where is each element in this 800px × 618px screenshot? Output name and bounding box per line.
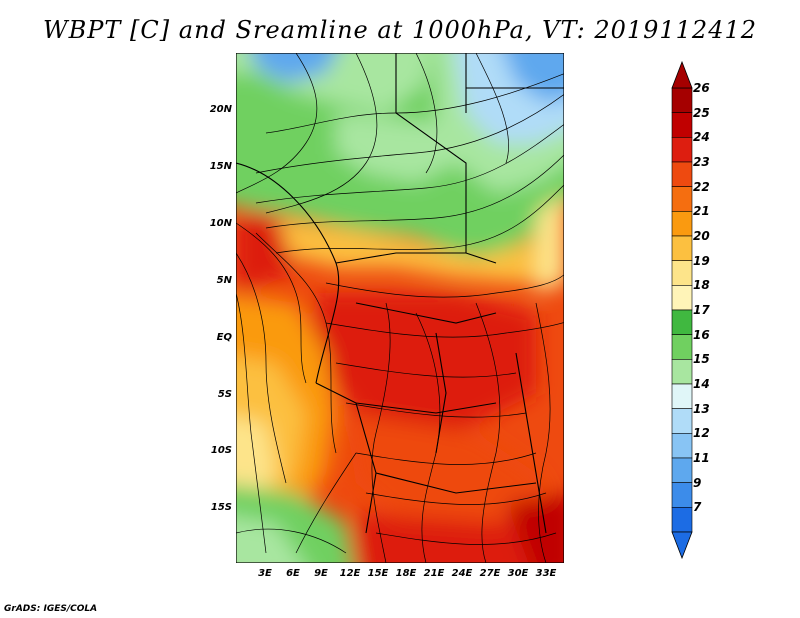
colorbar-label: 15	[693, 352, 710, 367]
lat-label: 5S	[217, 389, 232, 400]
colorbar-label: 24	[693, 130, 710, 145]
map-panel	[236, 53, 564, 563]
colorbar-cell	[671, 359, 693, 385]
lat-label: 10N	[209, 218, 232, 229]
map-svg	[236, 53, 564, 563]
colorbar-cell	[671, 408, 693, 434]
colorbar-cell	[671, 334, 693, 360]
lon-label: 12E	[339, 568, 361, 579]
lat-label: 15S	[210, 502, 232, 513]
colorbar-cell	[671, 161, 693, 187]
colorbar-cell	[671, 433, 693, 459]
colorbar-label: 7	[693, 500, 702, 515]
colorbar-label: 9	[693, 475, 702, 490]
colorbar-label: 20	[693, 229, 710, 243]
colorbar-cell	[671, 235, 693, 261]
colorbar-label: 13	[693, 401, 710, 416]
colorbar-label: 23	[693, 155, 710, 169]
colorbar-cell	[671, 457, 693, 483]
lon-label: 18E	[395, 568, 417, 579]
colorbar-cell	[671, 87, 693, 113]
lon-label: 3E	[258, 568, 272, 579]
colorbar-label: 26	[693, 81, 710, 95]
colorbar-label: 16	[693, 327, 710, 342]
colorbar-top-arrow	[671, 60, 693, 89]
colorbar-label: 19	[693, 253, 710, 268]
lon-label: 21E	[423, 568, 445, 579]
lon-label: 15E	[367, 568, 389, 579]
colorbar-label: 22	[693, 179, 710, 194]
colorbar-cell	[671, 137, 693, 163]
colorbar-label: 18	[693, 278, 710, 293]
colorbar-label: 12	[693, 426, 710, 441]
lat-label: 20N	[209, 104, 232, 115]
lon-label: 30E	[507, 568, 529, 579]
colorbar-cell	[671, 507, 693, 533]
country-boundaries	[236, 53, 564, 534]
colorbar-cell	[671, 260, 693, 286]
lat-label: 5N	[216, 275, 232, 286]
lon-label: 24E	[451, 568, 473, 579]
lon-label: 9E	[314, 568, 328, 579]
colorbar-bottom-arrow	[671, 531, 693, 560]
footer-credit: GrADS: IGES/COLA	[4, 604, 98, 614]
streamlines	[236, 53, 564, 563]
colorbar-label: 21	[693, 204, 710, 219]
colorbar-label: 25	[693, 105, 710, 120]
colorbar-cell	[671, 186, 693, 212]
colorbar-cell	[671, 482, 693, 508]
plot-title: WBPT [C] and Sreamline at 1000hPa, VT: 2…	[42, 16, 758, 44]
colorbar-label: 14	[693, 377, 710, 391]
lat-label: EQ	[216, 332, 232, 343]
colorbar-label: 17	[693, 303, 710, 317]
wbpt-shading	[236, 53, 564, 563]
colorbar	[671, 60, 693, 560]
colorbar-cell	[671, 309, 693, 335]
colorbar-cell	[671, 211, 693, 237]
colorbar-cell	[671, 112, 693, 138]
lon-label: 27E	[479, 568, 501, 579]
lon-label: 33E	[535, 568, 557, 579]
lat-label: 15N	[209, 161, 232, 172]
lat-label: 10S	[210, 445, 232, 456]
lon-label: 6E	[286, 568, 300, 579]
colorbar-label: 11	[693, 451, 710, 465]
colorbar-cell	[671, 285, 693, 311]
colorbar-cell	[671, 383, 693, 409]
